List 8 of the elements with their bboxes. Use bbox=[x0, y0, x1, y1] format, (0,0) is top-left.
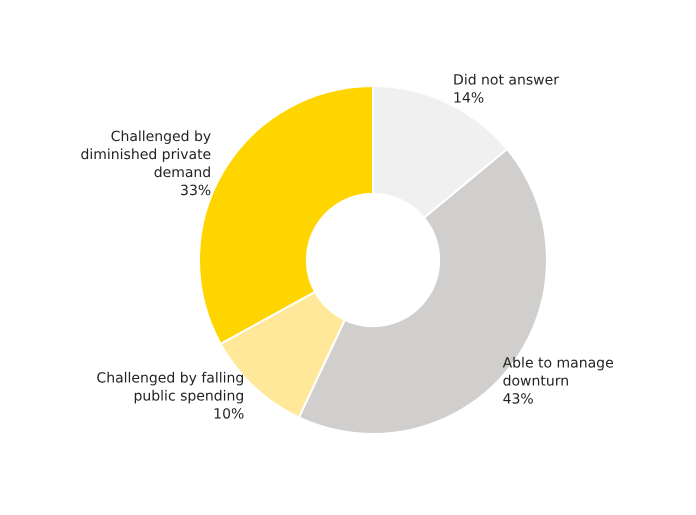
data-label: 14% bbox=[453, 90, 484, 107]
slice-label: Challenged by falling public spending bbox=[96, 370, 244, 405]
data-label: 43% bbox=[502, 392, 534, 408]
slice-label: Challenged by diminished private demand bbox=[80, 128, 212, 181]
slice-label: Did not answer bbox=[453, 72, 560, 89]
data-label: 33% bbox=[180, 182, 212, 199]
data-label: 10% bbox=[213, 406, 244, 423]
slice-label: Able to manage downturn bbox=[502, 356, 614, 390]
